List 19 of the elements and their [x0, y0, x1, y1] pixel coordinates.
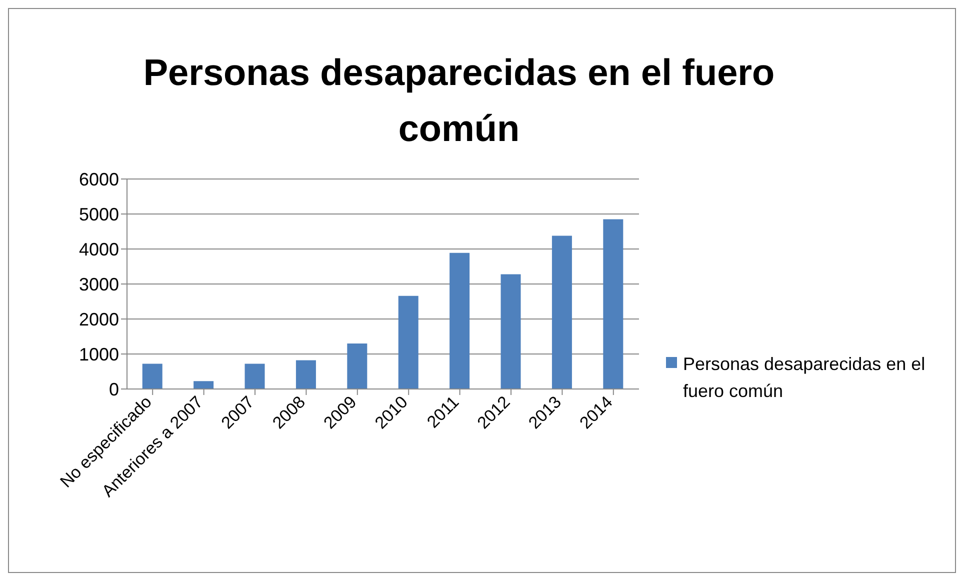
chart-title: Personas desaparecidas en el fuero común	[142, 51, 776, 151]
bar	[450, 252, 470, 389]
y-tick-label: 1000	[78, 344, 119, 364]
y-tick-label: 6000	[78, 169, 119, 190]
bar	[142, 364, 162, 389]
legend-label: Personas desaparecidas en el fuero común	[683, 353, 926, 403]
y-tick-label: 5000	[78, 204, 119, 224]
y-tick-label: 2000	[78, 309, 119, 330]
y-tick-label: 0	[108, 379, 119, 400]
bar	[398, 296, 418, 389]
bar	[347, 344, 368, 389]
bar	[194, 381, 214, 389]
bar	[296, 360, 316, 389]
bar	[244, 364, 265, 389]
y-tick-label: 4000	[78, 239, 119, 260]
bar	[500, 274, 521, 389]
bar	[603, 219, 624, 389]
y-tick-label: 3000	[78, 274, 119, 294]
bar	[552, 236, 572, 389]
